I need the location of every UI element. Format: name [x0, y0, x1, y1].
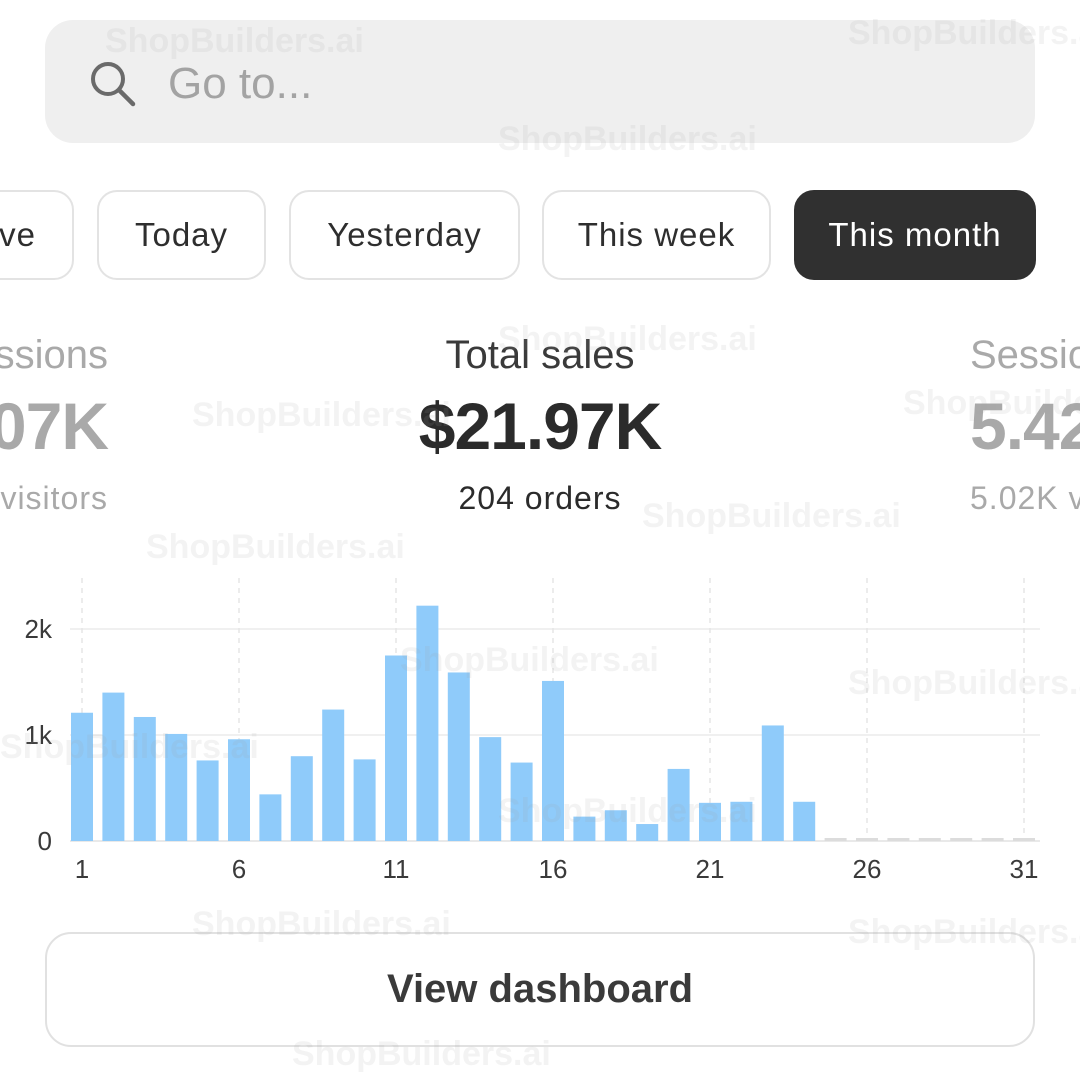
metric-value: 07K	[0, 389, 109, 463]
orders-count: 204 orders	[458, 480, 622, 516]
bar-empty	[856, 838, 878, 841]
bar	[102, 692, 125, 841]
x-tick-label: 26	[853, 854, 882, 884]
view-dashboard-button[interactable]: View dashboard	[45, 932, 1035, 1047]
x-tick-label: 1	[75, 854, 89, 884]
bar	[322, 709, 345, 841]
metric-value: 5.42	[970, 389, 1080, 463]
bar-empty	[950, 838, 973, 841]
bar	[542, 680, 564, 841]
search-icon	[91, 62, 136, 107]
y-tick-label: 0	[38, 826, 52, 856]
filter-pill-live[interactable]: ve	[0, 190, 74, 280]
metric-label: Sessio	[970, 333, 1080, 377]
metric-label: ssions	[0, 333, 108, 377]
bar-empty	[918, 838, 941, 841]
filter-pill-this-month[interactable]: This month	[794, 190, 1036, 280]
bar	[165, 733, 188, 841]
bar	[793, 801, 816, 841]
bar	[133, 716, 156, 841]
bar	[510, 762, 533, 841]
bar	[71, 712, 93, 841]
x-tick-label: 31	[1010, 854, 1039, 884]
metric-subtext: 5.02K v	[970, 480, 1080, 516]
x-tick-label: 11	[383, 854, 410, 884]
bar	[699, 802, 721, 841]
bar	[196, 760, 219, 841]
bar-empty	[981, 838, 1004, 841]
bar-empty	[1013, 838, 1035, 841]
filter-pill-this-week[interactable]: This week	[542, 190, 771, 280]
bar	[228, 739, 250, 841]
bar	[259, 794, 282, 841]
bar	[761, 725, 784, 841]
y-tick-label: 1k	[25, 720, 53, 750]
metric-subtext: visitors	[0, 480, 108, 516]
bar	[573, 816, 596, 841]
bar	[636, 824, 659, 841]
y-tick-label: 2k	[25, 614, 53, 644]
bar	[604, 810, 627, 841]
bar-empty	[824, 838, 847, 841]
watermark-text: ShopBuilders.ai	[146, 528, 405, 566]
bar	[385, 655, 407, 841]
watermark-text: ShopBuilders.ai	[192, 396, 451, 434]
search-input[interactable]	[168, 52, 988, 116]
filter-pill-today[interactable]: Today	[97, 190, 266, 280]
x-tick-label: 6	[232, 854, 246, 884]
filter-pill-yesterday[interactable]: Yesterday	[289, 190, 520, 280]
x-tick-label: 21	[696, 854, 725, 884]
x-tick-label: 16	[539, 854, 568, 884]
bar	[479, 737, 502, 841]
bar-empty	[887, 838, 910, 841]
bar	[730, 801, 753, 841]
watermark-text: ShopBuilders.ai	[642, 497, 901, 535]
bar	[290, 756, 313, 841]
total-sales-value: $21.97K	[418, 389, 663, 463]
bar	[447, 672, 470, 841]
total-sales-label: Total sales	[445, 333, 635, 377]
bar	[353, 759, 376, 841]
bar	[667, 768, 690, 841]
bar	[416, 605, 439, 841]
